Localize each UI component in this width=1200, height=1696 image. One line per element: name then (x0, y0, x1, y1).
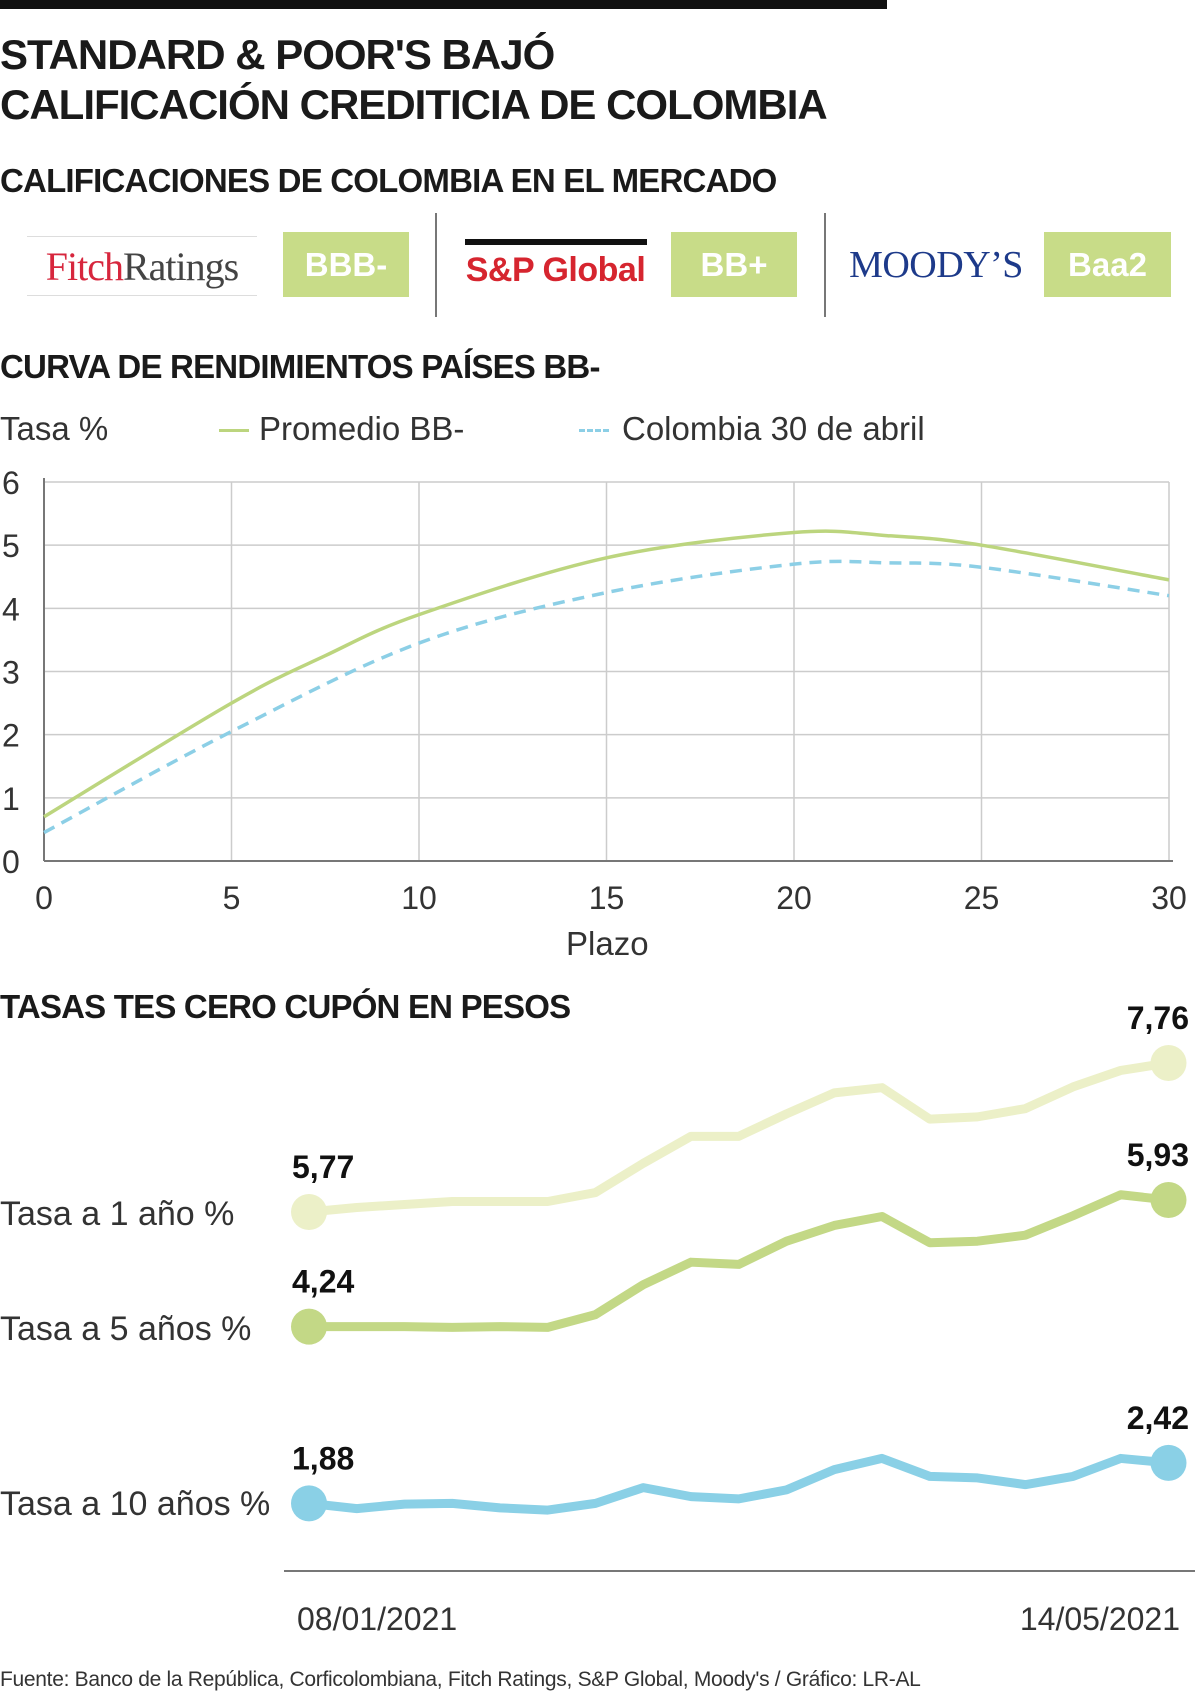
y-axis-label: Tasa % (0, 410, 109, 447)
series-line-promedio (43, 529, 1170, 819)
series-line-colombia (43, 559, 1170, 835)
series-line-tasa-5-anos (309, 1190, 1169, 1332)
start-value-label: 1,88 (292, 1440, 354, 1476)
series-label: Tasa a 1 año % (0, 1195, 234, 1233)
start-value-label: 4,24 (292, 1264, 354, 1300)
moodys-logo: MOODY’S (849, 232, 1023, 297)
ratings-title: CALIFICACIONES DE COLOMBIA EN EL MERCADO (0, 162, 777, 199)
x-tick-label: 5 (223, 880, 241, 916)
x-start-label: 08/01/2021 (297, 1601, 457, 1637)
yield-curve-chart: 0 1 2 3 4 5 6 0 5 10 15 20 25 30 (2, 465, 1187, 916)
legend-label-colombia: Colombia 30 de abril (622, 410, 925, 447)
yield-curve-title: CURVA DE RENDIMIENTOS PAÍSES BB- (0, 348, 600, 385)
end-value-label: 7,76 (1127, 1000, 1189, 1036)
divider (824, 213, 826, 317)
y-tick-label: 5 (2, 528, 20, 564)
moodys-rating-badge: Baa2 (1044, 232, 1171, 297)
fitch-rating-badge: BBB- (283, 232, 409, 297)
y-tick-label: 4 (2, 591, 20, 627)
legend-swatch-colombia (579, 429, 609, 432)
moodys-logo-text: MOODY’S (849, 243, 1023, 286)
end-dot (1150, 1044, 1187, 1081)
end-value-label: 2,42 (1127, 1400, 1189, 1436)
y-tick-label: 2 (2, 718, 20, 754)
sp-logo-bar (464, 239, 647, 245)
fitch-logo-part2: Ratings (123, 243, 239, 289)
x-axis-label: Plazo (566, 925, 649, 962)
start-dot (291, 1308, 327, 1345)
x-end-label: 14/05/2021 (1020, 1601, 1180, 1637)
sp-global-logo: S&P Global (463, 232, 648, 297)
sp-logo-text: S&P Global (465, 251, 646, 289)
sp-rating-badge: BB+ (671, 232, 797, 297)
x-tick-label: 20 (776, 880, 812, 916)
fitch-logo: Fitch Ratings (27, 236, 257, 296)
series-label: Tasa a 10 años % (0, 1485, 270, 1523)
page-title: STANDARD & POOR'S BAJÓ CALIFICACIÓN CRED… (0, 30, 828, 130)
legend-swatch-promedio (219, 429, 249, 432)
x-tick-label: 15 (589, 880, 625, 916)
start-dot (291, 1194, 327, 1230)
legend-label-promedio: Promedio BB- (259, 410, 465, 447)
end-dot (1150, 1182, 1187, 1219)
divider (435, 213, 437, 317)
y-tick-label: 0 (2, 844, 20, 880)
series-line-tasa-1-ano (308, 1058, 1170, 1217)
start-dot (291, 1485, 327, 1522)
start-value-label: 5,77 (292, 1149, 354, 1185)
end-dot (1150, 1444, 1187, 1481)
title-line-1: STANDARD & POOR'S BAJÓ (0, 31, 555, 78)
fitch-logo-part1: Fitch (45, 243, 124, 289)
y-tick-label: 1 (2, 781, 20, 817)
x-tick-label: 10 (401, 880, 437, 916)
tes-title: TASAS TES CERO CUPÓN EN PESOS (0, 988, 571, 1025)
x-tick-label: 25 (964, 880, 1000, 916)
title-line-2: CALIFICACIÓN CREDITICIA DE COLOMBIA (0, 81, 828, 128)
y-tick-label: 3 (2, 655, 20, 691)
series-line-tasa-10-anos (308, 1453, 1169, 1515)
x-tick-label: 0 (35, 880, 53, 916)
x-tick-label: 30 (1151, 880, 1187, 916)
top-rule (0, 0, 887, 9)
end-value-label: 5,93 (1127, 1137, 1189, 1173)
y-tick-label: 6 (2, 465, 20, 501)
series-label: Tasa a 5 años % (0, 1310, 251, 1348)
source-footer: Fuente: Banco de la República, Corficolo… (0, 1668, 921, 1691)
